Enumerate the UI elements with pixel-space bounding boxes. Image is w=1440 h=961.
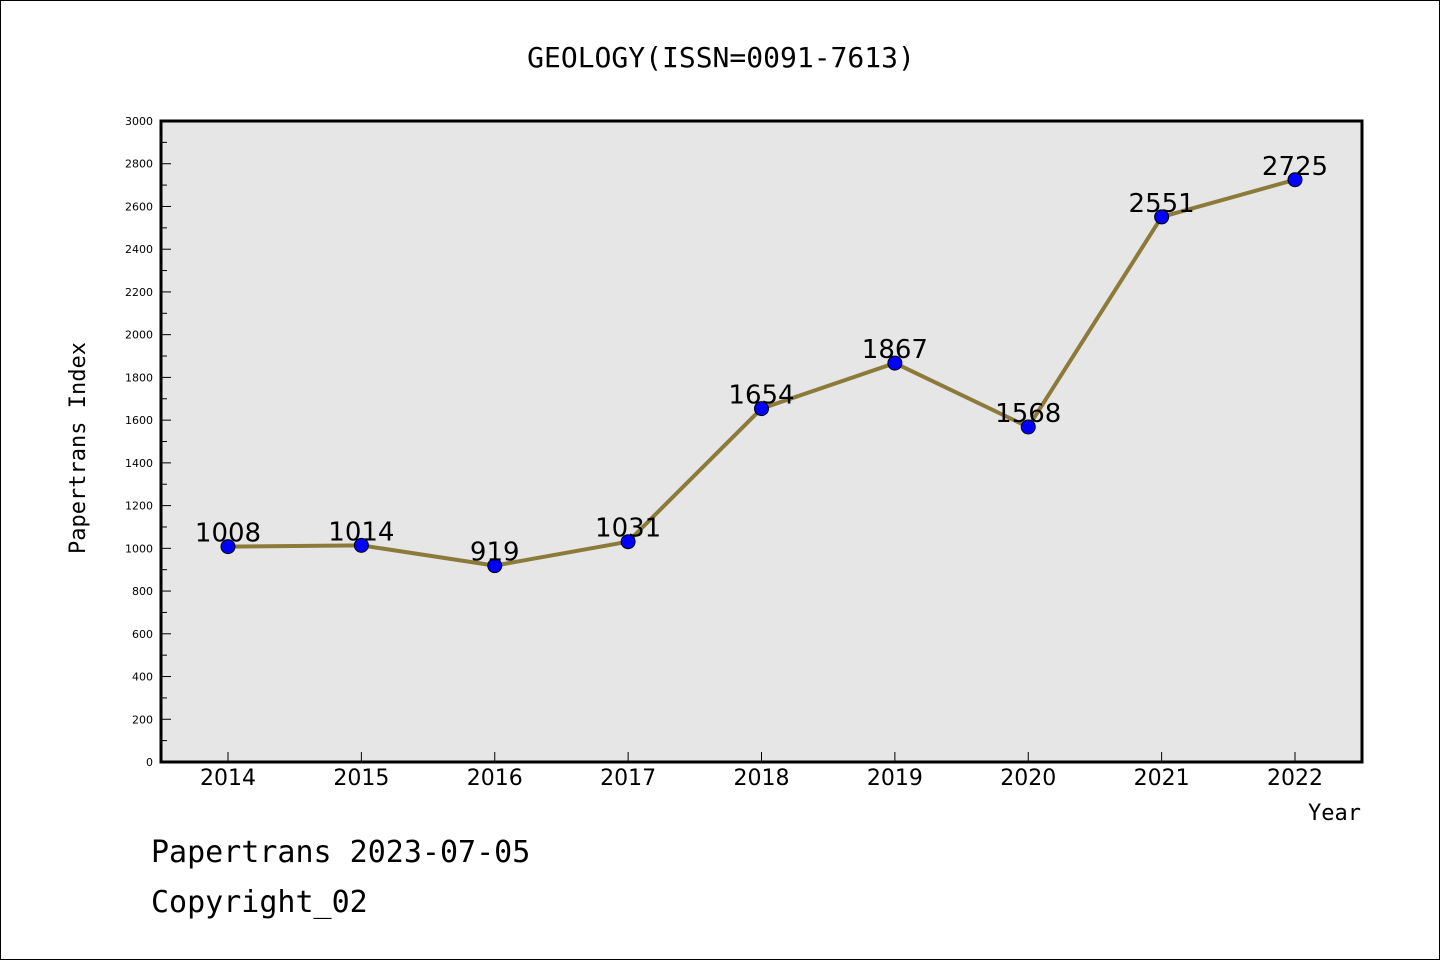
y-tick-label: 3000 [125,115,153,128]
x-tick-label: 2019 [867,766,923,791]
data-point [1020,419,1036,435]
y-tick-label: 600 [132,628,153,641]
data-label: 2551 [1129,189,1195,219]
y-axis: 0 200 400 600 800 1000 1200 1400 1600 1800 2000 220… [125,115,171,769]
data-point [754,401,769,417]
y-tick-label: 2600 [125,200,153,213]
data-label: 1654 [728,381,794,411]
y-tick-label: 2800 [125,158,153,171]
data-point [220,539,236,555]
data-label: 1008 [195,519,261,549]
data-point [487,558,503,574]
footer-copyright: Copyright_02 [151,885,368,920]
data-point [1154,209,1170,225]
x-tick-label: 2020 [1000,766,1056,791]
y-tick-label: 400 [132,671,153,684]
data-point [353,537,369,553]
y-tick-label: 2200 [125,286,153,299]
x-tick-label: 2017 [600,766,656,791]
data-point [887,355,903,371]
x-tick-label: 2021 [1134,766,1190,791]
y-tick-label: 1800 [125,371,153,384]
y-tick-label: 800 [132,585,153,598]
y-tick-label: 200 [132,713,153,726]
chart-title: GEOLOGY(ISSN=0091-7613) [527,41,915,74]
y-tick-label: 1000 [125,542,153,555]
x-axis-label: Year [1308,801,1361,826]
data-label: 1014 [328,517,394,547]
x-tick-label: 2014 [200,766,256,791]
y-tick-label: 0 [146,756,153,769]
data-point [620,534,636,550]
data-label: 919 [470,538,520,568]
y-tick-label: 1600 [125,414,153,427]
y-tick-label: 1200 [125,500,153,513]
data-point [1287,172,1303,188]
data-label: 1031 [595,514,661,544]
x-tick-label: 2018 [734,766,790,791]
y-axis-label: Papertrans Index [66,342,91,554]
x-tick-label: 2015 [333,766,389,791]
y-tick-label: 1400 [125,457,153,470]
data-label: 2725 [1262,152,1328,182]
y-tick-label: 2400 [125,243,153,256]
data-label: 1568 [995,399,1061,429]
y-tick-label: 2000 [125,329,153,342]
data-label: 1867 [862,335,928,365]
x-tick-label: 2022 [1267,766,1323,791]
footer-date: Papertrans 2023-07-05 [151,835,531,870]
plot-area [159,119,1364,764]
series: 1008 1014 919 1031 1654 1867 1568 2551 2725 [195,152,1328,574]
x-tick-label: 2016 [467,766,523,791]
x-axis: 2014 2015 2016 2017 2018 2019 2020 2021 2022 [200,752,1323,791]
